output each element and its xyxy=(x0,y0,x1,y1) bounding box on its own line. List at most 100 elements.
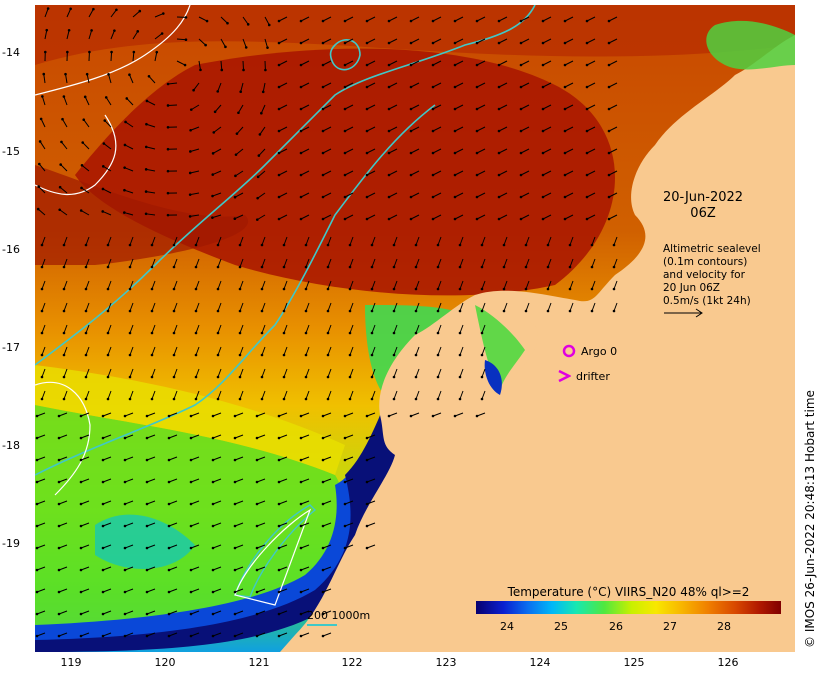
velocity-arrow xyxy=(431,192,442,199)
velocity-arrow xyxy=(277,610,288,616)
velocity-arrow xyxy=(84,390,90,401)
altimetry-line: (0.1m contours) xyxy=(663,256,748,268)
velocity-arrow xyxy=(370,324,376,335)
velocity-arrow xyxy=(189,544,200,550)
velocity-arrow xyxy=(365,170,376,177)
velocity-arrow xyxy=(35,522,46,528)
velocity-arrow xyxy=(128,302,134,313)
velocity-arrow xyxy=(519,148,530,155)
velocity-arrow xyxy=(282,324,288,335)
velocity-arrow xyxy=(568,236,574,247)
velocity-arrow xyxy=(585,60,596,67)
velocity-arrows xyxy=(35,7,618,638)
velocity-arrow xyxy=(524,280,530,291)
velocity-arrow xyxy=(326,280,332,291)
velocity-arrow xyxy=(167,632,178,638)
velocity-arrow xyxy=(144,190,156,194)
velocity-arrow xyxy=(166,82,178,86)
velocity-arrow xyxy=(519,16,530,23)
velocity-arrow xyxy=(57,566,68,572)
velocity-arrow xyxy=(264,16,271,27)
velocity-arrow xyxy=(321,148,332,155)
velocity-arrow xyxy=(39,117,46,128)
sealevel-contour xyxy=(35,5,191,96)
velocity-arrow xyxy=(299,478,310,484)
velocity-arrow xyxy=(299,610,310,616)
y-tick-label: -17 xyxy=(2,341,20,354)
velocity-arrow xyxy=(106,280,112,291)
velocity-arrow xyxy=(194,346,200,357)
velocity-arrow xyxy=(458,258,464,269)
velocity-arrow xyxy=(387,148,398,155)
velocity-arrow xyxy=(189,104,200,111)
velocity-arrow xyxy=(519,104,530,111)
velocity-arrow xyxy=(198,38,207,47)
velocity-arrow xyxy=(255,566,266,572)
velocity-arrow xyxy=(370,302,376,313)
velocity-arrow xyxy=(453,60,464,67)
velocity-arrow xyxy=(392,280,398,291)
velocity-arrow xyxy=(145,500,156,506)
velocity-arrow xyxy=(304,302,310,313)
velocity-arrow xyxy=(101,610,112,616)
velocity-arrow xyxy=(35,478,46,484)
drifter-label: drifter xyxy=(576,369,610,383)
velocity-arrow xyxy=(546,302,552,313)
velocity-arrow xyxy=(541,214,552,221)
velocity-arrow xyxy=(79,500,90,506)
velocity-arrow xyxy=(176,60,187,67)
coastal-cyan-patch xyxy=(95,514,195,569)
velocity-arrow xyxy=(145,588,156,594)
velocity-arrow xyxy=(282,346,288,357)
velocity-arrow xyxy=(414,236,420,247)
velocity-arrow xyxy=(256,192,266,200)
velocity-arrow xyxy=(145,566,156,572)
velocity-arrow xyxy=(123,166,134,172)
velocity-arrow xyxy=(81,141,90,150)
velocity-arrow xyxy=(563,60,574,67)
velocity-arrow xyxy=(124,120,134,128)
velocity-arrow xyxy=(277,38,288,45)
velocity-arrow xyxy=(321,632,332,638)
isobath-scale-label: 200 1000m xyxy=(307,609,371,622)
scale-arrow-icon xyxy=(664,308,703,318)
velocity-arrow xyxy=(392,236,398,247)
velocity-arrow xyxy=(326,236,332,247)
velocity-arrow xyxy=(546,258,552,269)
velocity-arrow xyxy=(58,208,68,216)
velocity-arrow xyxy=(79,434,90,440)
velocity-arrow xyxy=(541,16,552,23)
altimetry-line: and velocity for xyxy=(663,269,745,281)
velocity-arrow xyxy=(475,82,486,89)
velocity-arrow xyxy=(365,434,376,440)
velocity-arrow xyxy=(145,434,156,440)
velocity-arrow xyxy=(568,280,574,291)
velocity-arrow xyxy=(62,258,68,269)
velocity-arrow xyxy=(123,188,134,194)
velocity-arrow xyxy=(431,104,442,111)
velocity-arrow xyxy=(62,95,68,106)
map-panel[interactable] xyxy=(35,5,795,652)
velocity-arrow xyxy=(211,170,222,176)
velocity-arrow xyxy=(106,258,112,269)
velocity-arrow xyxy=(260,302,266,313)
velocity-arrow xyxy=(123,478,134,484)
velocity-arrow xyxy=(82,118,90,128)
velocity-arrow xyxy=(101,500,112,506)
velocity-arrow xyxy=(475,126,486,133)
velocity-arrow xyxy=(84,258,90,269)
velocity-arrow xyxy=(519,170,530,177)
velocity-arrow xyxy=(79,522,90,528)
velocity-arrow xyxy=(343,16,354,23)
velocity-arrow xyxy=(123,588,134,594)
velocity-arrow xyxy=(123,566,134,572)
velocity-arrow xyxy=(541,38,552,45)
velocity-arrow xyxy=(299,544,310,550)
velocity-arrow xyxy=(194,390,200,401)
velocity-arrow xyxy=(299,60,310,67)
velocity-arrow xyxy=(409,60,420,67)
velocity-arrow xyxy=(321,500,332,506)
velocity-arrow xyxy=(238,258,244,269)
velocity-arrow xyxy=(431,38,442,45)
velocity-arrow xyxy=(409,104,420,111)
